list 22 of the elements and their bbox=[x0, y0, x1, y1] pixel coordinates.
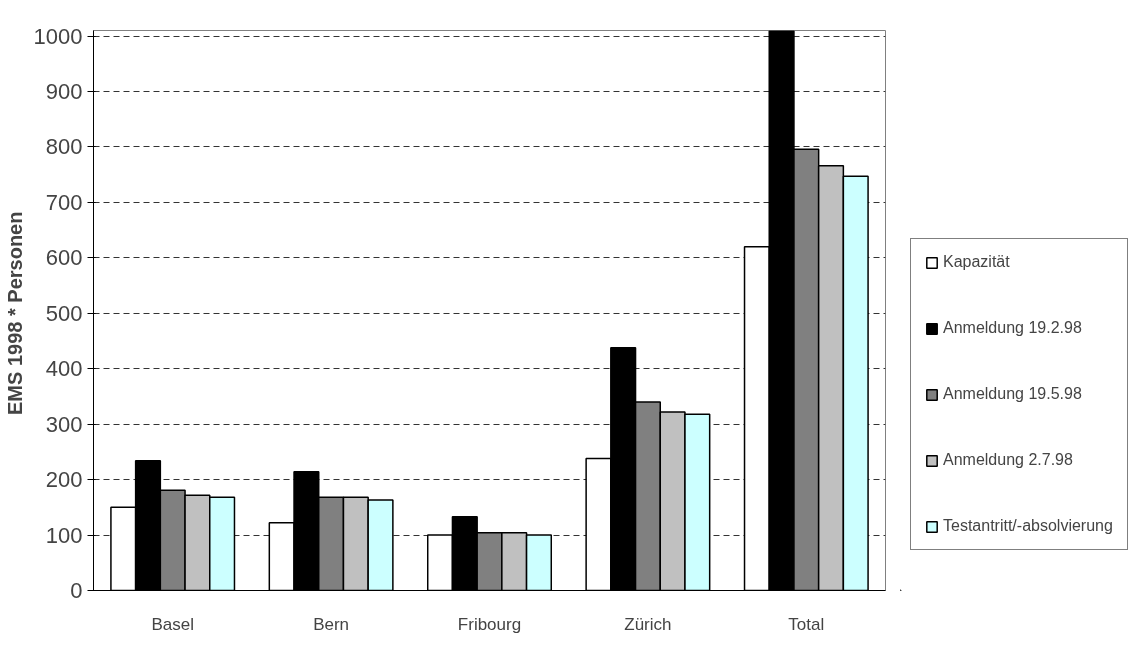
y-tick-label: 0 bbox=[70, 578, 83, 603]
x-tick-label: Total bbox=[788, 614, 825, 634]
x-tick-label: Fribourg bbox=[457, 614, 522, 634]
y-tick-label: 200 bbox=[45, 467, 83, 493]
y-tick-label: 500 bbox=[45, 300, 83, 326]
x-tick-label: Zürich bbox=[624, 614, 672, 634]
legend-label: Kapazität bbox=[943, 253, 1010, 271]
y-tick-label: 300 bbox=[45, 411, 83, 437]
x-tick-label: Bern bbox=[313, 614, 350, 634]
legend-label: Anmeldung 19.5.98 bbox=[943, 385, 1082, 403]
y-tick-label: 400 bbox=[45, 356, 83, 382]
y-axis-title: EMS 1998 * Personen bbox=[3, 211, 26, 415]
y-tick-label: 1000 bbox=[33, 23, 83, 49]
legend-label: Anmeldung 2.7.98 bbox=[943, 451, 1073, 469]
legend-label: Testantritt/-absolvierung bbox=[943, 517, 1113, 535]
legend-label: Anmeldung 19.2.98 bbox=[943, 319, 1082, 337]
y-tick-label: 600 bbox=[45, 245, 83, 271]
y-tick-label: 700 bbox=[45, 189, 83, 215]
y-tick-label: 800 bbox=[45, 134, 83, 160]
x-tick-label: Basel bbox=[151, 614, 194, 634]
y-tick-label: 900 bbox=[45, 78, 83, 104]
y-tick-label: 100 bbox=[45, 522, 83, 548]
